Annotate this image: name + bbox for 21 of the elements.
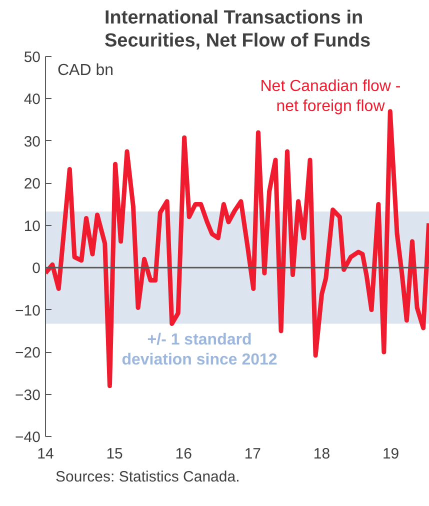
- x-tick-label: 19: [382, 446, 400, 462]
- source-note: Sources: Statistics Canada.: [56, 468, 240, 486]
- x-tick-label: 16: [175, 446, 192, 462]
- y-tick-label: 20: [24, 176, 41, 193]
- y-tick-label: −40: [15, 429, 41, 446]
- y-tick-label: 40: [24, 91, 41, 108]
- annotation: CAD bn: [58, 62, 114, 79]
- y-tick-label: 0: [32, 260, 40, 278]
- y-tick-label: −30: [15, 386, 41, 404]
- x-tick-label: 18: [313, 446, 330, 462]
- x-tick-label: 15: [106, 446, 123, 462]
- y-tick-label: −20: [15, 344, 41, 362]
- x-tick-label: 14: [37, 446, 54, 462]
- x-tick-label: 17: [244, 446, 262, 462]
- y-tick-label: 30: [24, 133, 41, 150]
- y-tick-label: −10: [15, 302, 41, 320]
- y-tick-label: 10: [24, 218, 41, 235]
- y-tick-label: 50: [24, 49, 41, 66]
- band-label: +/- 1 standard deviation since 2012: [122, 331, 278, 368]
- chart-title: International Transactions in Securities, Net Flow of Funds: [104, 7, 371, 52]
- series-label: Net Canadian flow - net foreign flow: [260, 78, 401, 115]
